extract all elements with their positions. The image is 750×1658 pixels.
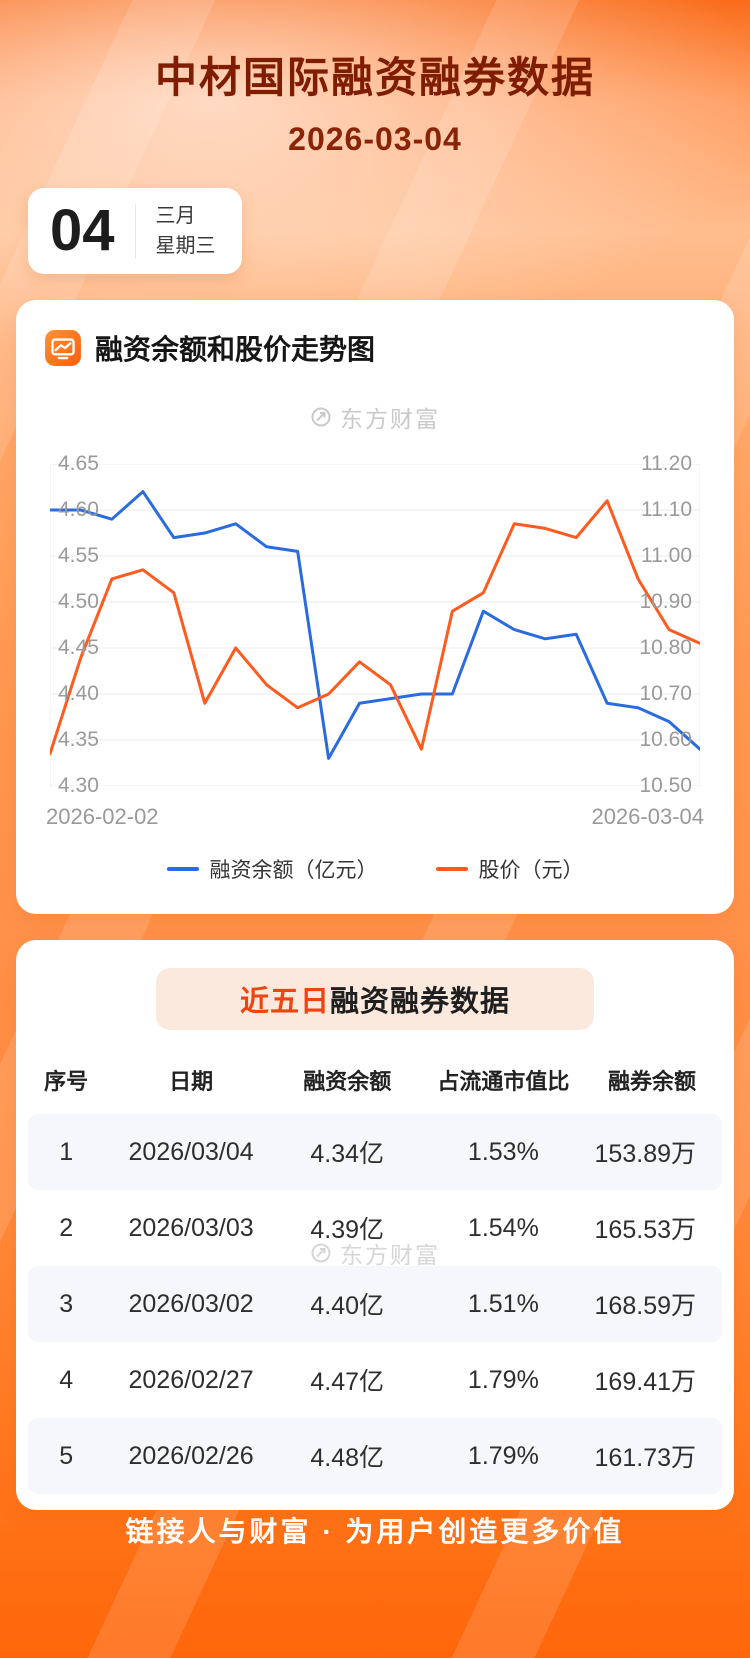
- cell-ratio: 1.79%: [467, 1441, 539, 1470]
- cell-date: 2026/03/04: [128, 1137, 254, 1166]
- cell-index: 5: [59, 1441, 74, 1470]
- table-row: 5 2026/02/26 4.48亿 1.79% 161.73万: [28, 1418, 722, 1494]
- cell-date: 2026/03/02: [128, 1289, 254, 1318]
- page-title: 中材国际融资融券数据: [154, 54, 595, 101]
- axis-tick-label: 11.10: [641, 498, 692, 522]
- axis-tick-label: 4.55: [58, 544, 99, 568]
- cell-lending: 169.41万: [594, 1368, 696, 1396]
- series-line-margin-balance: [50, 492, 700, 759]
- cell-index: 1: [59, 1137, 74, 1166]
- cell-date: 2026/02/27: [128, 1365, 254, 1394]
- axis-tick-label: 10.90: [639, 590, 692, 614]
- header-cell-date: 日期: [169, 1069, 214, 1094]
- margin-data-table: 序号 日期 融资余额 占流通市值比 融券余额 1 2026/03/04 4.34…: [28, 1048, 722, 1494]
- month-label: 三月: [155, 205, 196, 227]
- cell-ratio: 1.79%: [467, 1365, 539, 1394]
- axis-tick-label: 4.65: [58, 452, 99, 476]
- chart-area: 东方财富 4.65 4.60 4.55 4.50 4.45 4.40 4.35 4.30 11…: [50, 406, 700, 796]
- header-cell-index: 序号: [44, 1069, 89, 1094]
- axis-tick-label: 4.35: [58, 728, 99, 752]
- table-row: 3 2026/03/02 4.40亿 1.51% 168.59万: [28, 1266, 722, 1342]
- cell-ratio: 1.54%: [467, 1213, 539, 1242]
- chart-section-title: 融资余额和股价走势图: [95, 334, 376, 365]
- axis-tick-label: 10.60: [639, 728, 692, 752]
- axis-tick-label: 4.60: [58, 498, 99, 522]
- axis-tick-label: 10.80: [639, 636, 692, 660]
- cell-date: 2026/03/03: [128, 1213, 254, 1242]
- cell-ratio: 1.53%: [467, 1137, 539, 1166]
- axis-tick-label: 11.20: [641, 452, 692, 476]
- axis-tick-label: 4.45: [58, 636, 99, 660]
- chart-icon: [44, 329, 82, 367]
- chart-legend: 融资余额（亿元） 股价（元）: [44, 854, 706, 884]
- weekday-label: 星期三: [155, 235, 216, 257]
- axis-tick-label: 4.50: [58, 590, 99, 614]
- legend-item-price: 股价（元）: [435, 854, 584, 884]
- legend-label: 股价（元）: [478, 859, 584, 882]
- date-meta: 三月 星期三: [156, 204, 216, 258]
- table-row: 1 2026/03/04 4.34亿 1.53% 153.89万: [28, 1114, 722, 1190]
- x-axis-label-end: 2026-03-04: [591, 804, 704, 829]
- cell-balance: 4.47亿: [310, 1368, 385, 1396]
- header-cell-balance: 融资余额: [303, 1069, 392, 1094]
- eastmoney-logo-icon: [310, 406, 332, 428]
- cell-index: 2: [59, 1213, 74, 1242]
- date-card-wrap: 04 三月 星期三: [0, 158, 750, 274]
- table-title-highlight: 近五日: [239, 986, 330, 1018]
- page-date: 2026-03-04: [288, 121, 462, 157]
- cell-index: 4: [59, 1365, 74, 1394]
- page-header: 中材国际融资融券数据 2026-03-04: [0, 0, 750, 158]
- watermark-text: 东方财富: [340, 406, 440, 432]
- eastmoney-watermark: 东方财富: [310, 400, 440, 434]
- chart-svg: [50, 464, 700, 786]
- cell-lending: 161.73万: [594, 1444, 696, 1472]
- axis-tick-label: 11.00: [641, 544, 692, 568]
- header-cell-ratio: 占流通市值比: [437, 1069, 570, 1094]
- table-row: 2 2026/03/03 4.39亿 1.54% 165.53万: [28, 1190, 722, 1266]
- day-number: 04: [50, 198, 115, 263]
- table-title: 近五日融资融券数据: [155, 968, 595, 1030]
- legend-swatch-blue: [166, 867, 199, 871]
- x-axis-label-start: 2026-02-02: [46, 804, 159, 829]
- chart-section-title-row: 融资余额和股价走势图: [44, 328, 706, 368]
- cell-lending: 168.59万: [594, 1292, 696, 1320]
- cell-balance: 4.34亿: [310, 1140, 385, 1168]
- cell-lending: 153.89万: [594, 1140, 696, 1168]
- footer-slogan: 链接人与财富 · 为用户创造更多价值: [125, 1516, 625, 1547]
- cell-date: 2026/02/26: [128, 1441, 254, 1470]
- chart-card: 融资余额和股价走势图 东方财富 4.65 4.60 4.55 4.50 4.45 4.40…: [16, 300, 734, 914]
- table-row: 4 2026/02/27 4.47亿 1.79% 169.41万: [28, 1342, 722, 1418]
- legend-label: 融资余额（亿元）: [209, 859, 378, 882]
- cell-balance: 4.39亿: [310, 1216, 385, 1244]
- cell-ratio: 1.51%: [467, 1289, 539, 1318]
- cell-balance: 4.48亿: [310, 1444, 385, 1472]
- header-cell-lending: 融券余额: [607, 1069, 696, 1094]
- axis-tick-label: 10.50: [639, 774, 692, 798]
- series-line-stock-price: [50, 501, 700, 754]
- table-card: 近五日融资融券数据 东方财富 序号 日期 融资余额 占流通市值比 融券余额: [16, 940, 734, 1510]
- axis-tick-label: 10.70: [639, 682, 692, 706]
- date-divider: [134, 204, 136, 258]
- axis-tick-label: 4.40: [58, 682, 99, 706]
- cell-index: 3: [59, 1289, 74, 1318]
- legend-swatch-orange: [435, 867, 468, 871]
- cell-balance: 4.40亿: [310, 1292, 385, 1320]
- x-axis-labels: 2026-02-02 2026-03-04: [46, 804, 704, 830]
- legend-item-rongzi: 融资余额（亿元）: [166, 854, 378, 884]
- table-header-row: 序号 日期 融资余额 占流通市值比 融券余额: [28, 1048, 722, 1114]
- date-card: 04 三月 星期三: [28, 188, 242, 274]
- table-title-rest: 融资融券数据: [330, 986, 511, 1018]
- cell-lending: 165.53万: [594, 1216, 696, 1244]
- axis-tick-label: 4.30: [58, 774, 99, 798]
